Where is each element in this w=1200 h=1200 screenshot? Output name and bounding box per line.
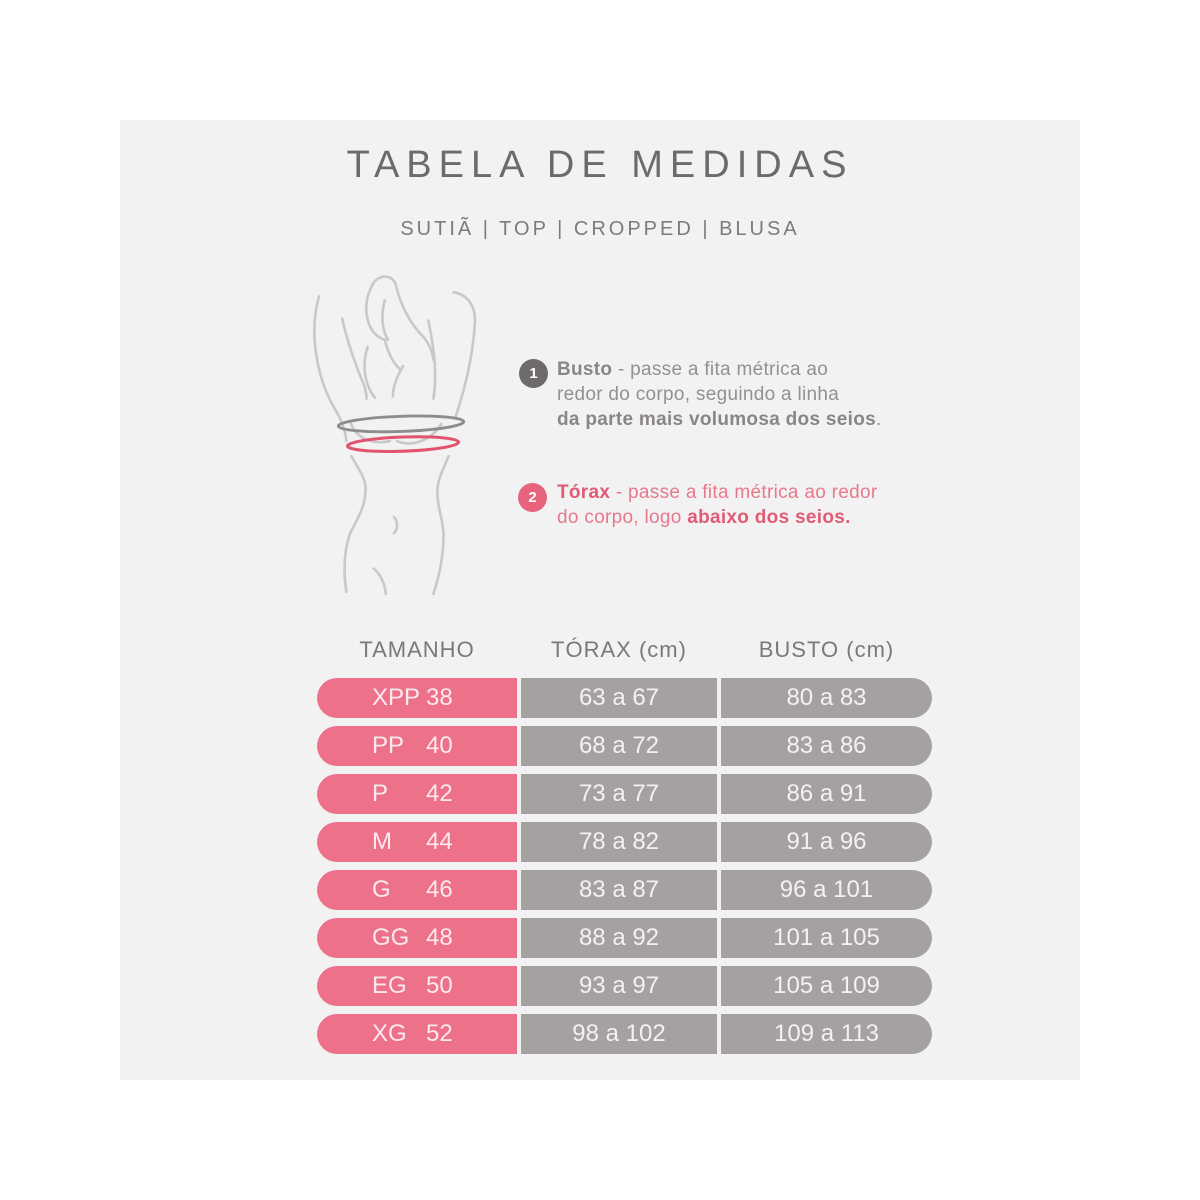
instruction-busto-line-3: da parte mais volumosa dos seios.: [557, 409, 882, 430]
table-row-g: G 46 83 a 87 96 a 101: [317, 870, 932, 910]
size-cell: PP 40: [317, 726, 517, 766]
left-torso-line: [343, 454, 367, 594]
size-cell: GG 48: [317, 918, 517, 958]
busto-cell: 91 a 96: [721, 822, 932, 862]
torax-cell: 98 a 102: [521, 1014, 717, 1054]
size-cell: G 46: [317, 870, 517, 910]
table-header-row: TAMANHO TÓRAX (cm) BUSTO (cm): [317, 637, 932, 663]
busto-cell: 80 a 83: [721, 678, 932, 718]
table-row-gg: GG 48 88 a 92 101 a 105: [317, 918, 932, 958]
female-silhouette-svg: [313, 275, 477, 596]
right-torso-line: [432, 454, 450, 596]
instruction-busto-line-2: redor do corpo, seguindo a linha: [557, 384, 840, 405]
size-cell: M 44: [317, 822, 517, 862]
size-cell: P 42: [317, 774, 517, 814]
table-row-eg: EG 50 93 a 97 105 a 109: [317, 966, 932, 1006]
page-title: TABELA DE MEDIDAS: [346, 144, 854, 186]
instruction-busto: Busto - passe a fita métrica ao redor do…: [557, 357, 977, 432]
busto-cell: 101 a 105: [721, 918, 932, 958]
left-arm-outer-line: [313, 295, 348, 443]
female-silhouette-illustration: [288, 268, 512, 602]
table-row-p: P 42 73 a 77 86 a 91: [317, 774, 932, 814]
size-guide-card: TABELA DE MEDIDAS SUTIÃ | TOP | CROPPED …: [120, 120, 1080, 1080]
head-hair-line: [370, 275, 435, 362]
navel-line: [392, 515, 399, 535]
torax-cell: 93 a 97: [521, 966, 717, 1006]
size-cell: XG 52: [317, 1014, 517, 1054]
face-neck-line: [364, 284, 402, 371]
busto-measure-ellipse: [336, 414, 466, 434]
groin-line: [372, 567, 388, 596]
table-row-m: M 44 78 a 82 91 a 96: [317, 822, 932, 862]
size-cell: EG 50: [317, 966, 517, 1006]
left-arm-inner-line: [340, 317, 368, 400]
instruction-torax-line-1: Tórax - passe a fita métrica ao redor: [557, 482, 878, 503]
torax-cell: 83 a 87: [521, 870, 717, 910]
chest-right-line: [391, 364, 405, 398]
instruction-torax-line-2: do corpo, logo abaixo dos seios.: [557, 507, 851, 528]
page-subtitle: SUTIÃ | TOP | CROPPED | BLUSA: [400, 218, 800, 240]
instruction-busto-line-1: Busto - passe a fita métrica ao: [557, 359, 829, 380]
table-row-xpp: XPP 38 63 a 67 80 a 83: [317, 678, 932, 718]
torax-cell: 88 a 92: [521, 918, 717, 958]
instruction-torax: Tórax - passe a fita métrica ao redor do…: [557, 480, 977, 530]
right-arm-outer-line: [452, 290, 477, 419]
busto-cell: 83 a 86: [721, 726, 932, 766]
torax-cell: 73 a 77: [521, 774, 717, 814]
torax-measure-ellipse: [345, 435, 461, 453]
size-cell: XPP 38: [317, 678, 517, 718]
table-header-torax: TÓRAX (cm): [551, 637, 687, 662]
torax-cell: 68 a 72: [521, 726, 717, 766]
step-1-badge: 1: [519, 359, 548, 388]
busto-cell: 96 a 101: [721, 870, 932, 910]
torax-cell: 63 a 67: [521, 678, 717, 718]
table-header-busto: BUSTO (cm): [758, 637, 895, 662]
step-2-badge: 2: [518, 483, 547, 512]
table-row-pp: PP 40 68 a 72 83 a 86: [317, 726, 932, 766]
chest-left-line: [363, 345, 377, 399]
busto-cell: 105 a 109: [721, 966, 932, 1006]
right-arm-inner-line: [427, 319, 437, 400]
busto-cell: 109 a 113: [721, 1014, 932, 1054]
busto-cell: 86 a 91: [721, 774, 932, 814]
hair-strand-line: [381, 299, 390, 342]
size-table: XPP 38 63 a 67 80 a 83 PP 40 68 a 72 83 a …: [317, 678, 932, 1062]
table-row-xg: XG 52 98 a 102 109 a 113: [317, 1014, 932, 1054]
right-breast-line: [395, 422, 443, 445]
table-header-tamanho: TAMANHO: [359, 637, 475, 662]
torax-cell: 78 a 82: [521, 822, 717, 862]
